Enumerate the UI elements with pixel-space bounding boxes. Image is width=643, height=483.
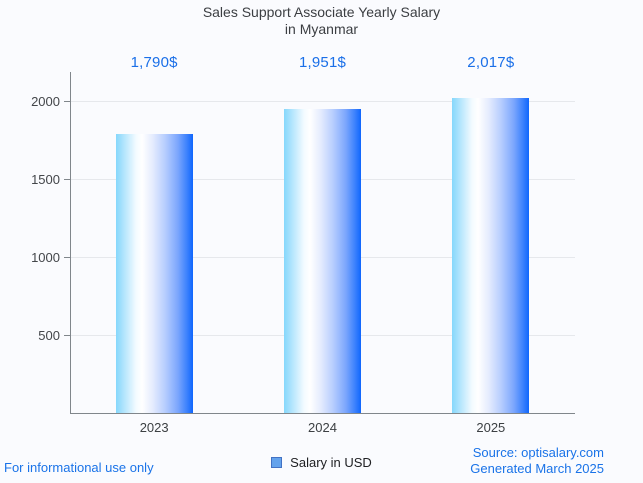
y-axis-label: 500 [38, 328, 60, 343]
legend: Salary in USD [0, 455, 643, 470]
bar-2025[interactable] [452, 98, 530, 413]
chart-title-line2: in Myanmar [284, 21, 359, 37]
bar-value-label: 2,017$ [467, 54, 515, 71]
y-tick-mark [64, 179, 70, 180]
y-tick-mark [64, 335, 70, 336]
x-axis-label: 2025 [476, 420, 506, 435]
bar-2024[interactable] [284, 108, 361, 413]
chart-title: Sales Support Associate Yearly Salary in… [0, 4, 643, 38]
y-axis-label: 1500 [31, 172, 60, 187]
bar-value-label: 1,951$ [298, 54, 347, 71]
source-block: Source: optisalary.com Generated March 2… [470, 445, 604, 477]
x-axis-label: 2024 [308, 420, 337, 435]
x-axis-label: 2023 [139, 420, 169, 435]
bar-value-label: 1,790$ [130, 54, 178, 71]
y-axis-label: 1000 [31, 250, 60, 265]
generated-text: Generated March 2025 [470, 461, 604, 476]
y-tick-mark [64, 257, 70, 258]
source-text: Source: optisalary.com [472, 445, 604, 460]
y-axis-label: 2000 [31, 94, 60, 109]
bar-2023[interactable] [115, 133, 193, 413]
disclaimer-text: For informational use only [4, 460, 154, 475]
y-axis-line [70, 72, 71, 413]
x-axis-line [70, 413, 575, 414]
legend-label: Salary in USD [290, 455, 372, 470]
y-tick-mark [64, 101, 70, 102]
gridline [71, 101, 575, 102]
legend-marker-icon [271, 457, 283, 468]
chart-title-line1: Sales Support Associate Yearly Salary [202, 4, 441, 20]
